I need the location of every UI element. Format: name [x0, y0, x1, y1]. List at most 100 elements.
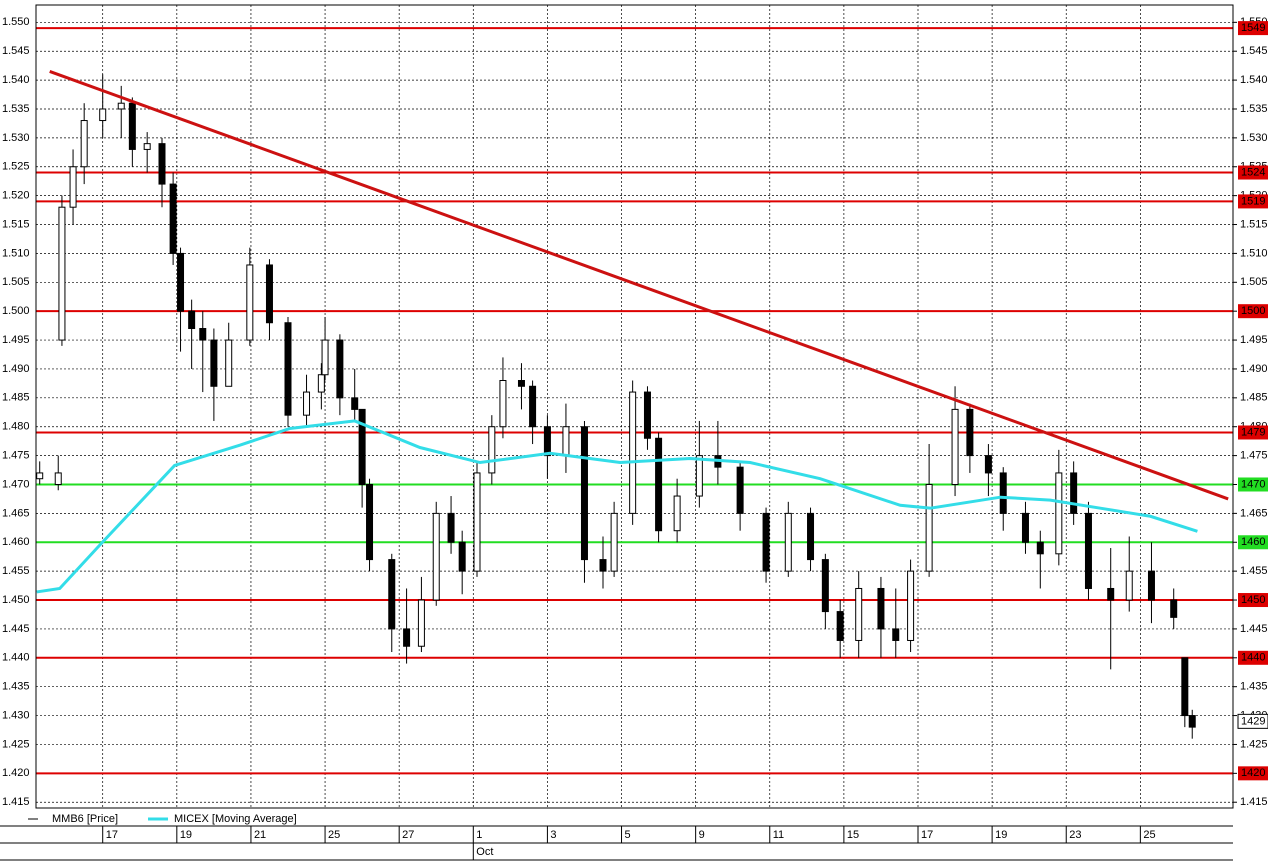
level-label-box [1238, 593, 1268, 608]
candle-body [36, 472, 44, 480]
x-tick-label: 3 [550, 829, 556, 841]
candle-body [925, 483, 933, 572]
y-tick-label-right: 1.445 [1240, 623, 1268, 635]
x-tick-label: 15 [847, 829, 859, 841]
candle-body [736, 466, 744, 514]
candle-body [403, 628, 411, 647]
y-tick-label-right: 1.515 [1240, 218, 1268, 230]
candle-body [80, 120, 88, 168]
level-label-box [1238, 766, 1268, 781]
candle-body [117, 102, 125, 110]
candle-body [188, 310, 196, 330]
candle-body [1107, 587, 1115, 601]
candle-body [562, 426, 570, 457]
x-tick-label: 25 [328, 829, 340, 841]
candle-body [629, 391, 637, 514]
y-tick-label-right: 1.535 [1240, 103, 1268, 115]
candle-body [246, 264, 254, 341]
level-label-box [1238, 535, 1268, 550]
level-label: 1470 [1241, 478, 1265, 490]
y-tick-label: 1.420 [2, 767, 30, 779]
candle-body [177, 252, 185, 312]
y-tick-label: 1.445 [2, 623, 30, 635]
candle-body [907, 570, 915, 641]
y-tick-label: 1.480 [2, 421, 30, 433]
candle-body [543, 426, 551, 457]
x-tick-label: 21 [254, 829, 266, 841]
candle-body [529, 385, 537, 428]
candle-body [317, 374, 325, 393]
level-label-box [1238, 304, 1268, 319]
candle-body [1125, 570, 1133, 601]
y-tick-label: 1.475 [2, 450, 30, 462]
candle-body [458, 541, 466, 572]
candle-body [1070, 472, 1078, 514]
level-label-box [1238, 165, 1268, 180]
y-tick-label: 1.515 [2, 218, 30, 230]
x-tick-label: 19 [180, 829, 192, 841]
candle-body [358, 408, 366, 485]
candle-body [473, 472, 481, 572]
level-label: 1420 [1241, 767, 1265, 779]
y-tick-label-right: 1.475 [1240, 450, 1268, 462]
candle-body [1036, 541, 1044, 555]
level-label: 1500 [1241, 305, 1265, 317]
y-tick-label: 1.530 [2, 132, 30, 144]
y-tick-label: 1.520 [2, 190, 30, 202]
x-tick-label: 5 [625, 829, 631, 841]
level-label: 1549 [1241, 22, 1265, 34]
y-tick-label: 1.510 [2, 247, 30, 259]
candle-body [54, 472, 62, 485]
y-tick-label: 1.425 [2, 738, 30, 750]
candle-body [351, 397, 359, 410]
y-tick-label: 1.485 [2, 392, 30, 404]
y-tick-label: 1.505 [2, 276, 30, 288]
y-tick-label: 1.465 [2, 507, 30, 519]
x-tick-label: 25 [1143, 829, 1155, 841]
candle-body [432, 512, 440, 601]
level-label: 1479 [1241, 426, 1265, 438]
candle-body [966, 408, 974, 457]
level-label-box [1238, 650, 1268, 665]
candle-body [610, 512, 618, 572]
x-tick-label: 17 [106, 829, 118, 841]
y-tick-label: 1.435 [2, 681, 30, 693]
y-tick-label: 1.415 [2, 796, 30, 808]
y-tick-label: 1.535 [2, 103, 30, 115]
y-tick-label-right: 1.530 [1240, 132, 1268, 144]
candle-body [877, 587, 885, 630]
level-label-box [1238, 21, 1268, 36]
moving-average-line [36, 419, 1198, 594]
candle-body [99, 108, 107, 122]
month-label: Oct [476, 846, 493, 858]
x-tick-label: 1 [476, 829, 482, 841]
candle-body [417, 599, 425, 647]
candle-body [143, 143, 151, 150]
candle-body [599, 559, 607, 572]
candle-body [321, 339, 329, 376]
candle-body [784, 512, 792, 572]
candle-body [1170, 599, 1178, 618]
candle-body [855, 587, 863, 641]
candle-body [821, 559, 829, 613]
y-tick-label-right: 1.510 [1240, 247, 1268, 259]
candle-body [336, 339, 344, 399]
level-label: 1450 [1241, 594, 1265, 606]
level-label-box [1238, 477, 1268, 492]
x-tick-label: 9 [699, 829, 705, 841]
x-tick-label: 17 [921, 829, 933, 841]
candle-body [1055, 472, 1063, 555]
candle-body [210, 339, 218, 387]
trend-line [49, 70, 1229, 501]
candle-body [499, 380, 507, 428]
x-tick-label: 23 [1069, 829, 1081, 841]
candle-body [1021, 512, 1029, 543]
y-tick-label-right: 1.425 [1240, 738, 1268, 750]
y-tick-label-right: 1.465 [1240, 507, 1268, 519]
level-label: 1460 [1241, 536, 1265, 548]
candle-body [999, 472, 1007, 514]
candle-body [643, 391, 651, 439]
y-tick-label-right: 1.540 [1240, 74, 1268, 86]
candle-body [225, 339, 233, 387]
y-tick-label: 1.490 [2, 363, 30, 375]
